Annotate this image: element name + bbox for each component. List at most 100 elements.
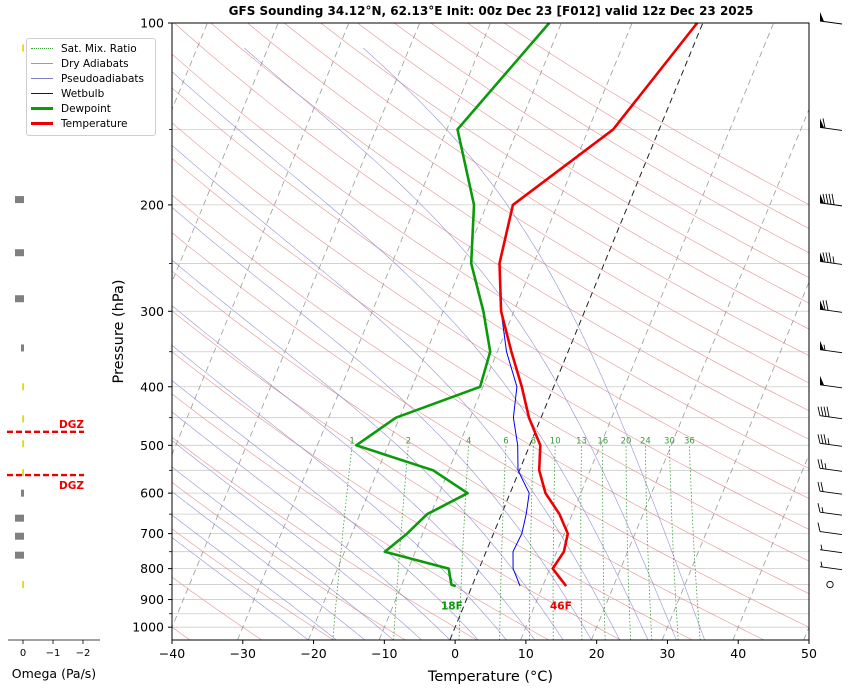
- isotherm-line: [521, 23, 774, 640]
- omega-bar: [22, 45, 24, 52]
- mixing-ratio-label: 30: [664, 436, 675, 446]
- mixing-ratio-label: 16: [597, 436, 608, 446]
- pseudoadiabat: [146, 48, 648, 640]
- isotherm-line: [591, 23, 844, 640]
- omega-bar: [15, 533, 24, 540]
- y-tick-label: 800: [140, 561, 164, 576]
- x-axis-label: Temperature (°C): [427, 669, 553, 685]
- omega-bar: [22, 469, 24, 476]
- omega-tick-label: −2: [76, 648, 91, 659]
- wind-barb-shaft: [820, 127, 842, 130]
- wind-barb: [820, 118, 842, 130]
- isotherm-line: [733, 23, 849, 640]
- dgz-label: DGZ: [59, 419, 84, 431]
- legend-item-dewpoint: Dewpoint: [31, 101, 111, 116]
- x-tick-label: −10: [371, 646, 397, 661]
- dry-adiabat: [504, 23, 849, 640]
- wind-barb: [820, 341, 842, 353]
- dgz-label: DGZ: [59, 480, 84, 492]
- isotherm-line: [662, 23, 849, 640]
- omega-axis-label: Omega (Pa/s): [12, 666, 96, 681]
- y-axis-label: Pressure (hPa): [111, 279, 127, 383]
- surface-annotation: 46F: [550, 601, 572, 613]
- mixing-ratio-label: 8: [531, 436, 536, 446]
- dry-adiabat: [321, 23, 849, 640]
- pseudoadiabat: [68, 48, 620, 640]
- wind-barb-shaft: [820, 350, 842, 353]
- wind-barb-flag: [818, 434, 820, 443]
- x-tick-label: −40: [159, 646, 185, 661]
- x-tick-label: 20: [589, 646, 605, 661]
- omega-bar: [22, 415, 24, 422]
- mixing-ratio-label: 24: [640, 436, 651, 446]
- legend-swatch: [31, 93, 53, 94]
- dry-adiabat: [468, 23, 849, 640]
- mixing-ratio-label: 13: [576, 436, 587, 446]
- y-tick-label: 500: [140, 438, 164, 453]
- wind-barb: [827, 581, 833, 587]
- mixing-ratio-label: 6: [503, 436, 508, 446]
- mixing-ratio-line: [500, 445, 506, 640]
- wind-barb: [820, 252, 842, 264]
- wind-barb: [818, 523, 842, 535]
- y-tick-label: 300: [140, 304, 164, 319]
- omega-bar: [21, 490, 24, 497]
- wind-barb-flag: [818, 503, 820, 512]
- legend-label: Dewpoint: [61, 103, 111, 115]
- wind-barb-shaft: [820, 416, 842, 419]
- legend-label: Temperature: [61, 118, 128, 130]
- legend-label: Wetbulb: [61, 88, 104, 100]
- dry-adiabat: [138, 23, 849, 640]
- legend-label: Pseudoadiabats: [61, 73, 144, 85]
- x-tick-label: 10: [518, 646, 534, 661]
- mixing-ratio-line: [626, 445, 631, 640]
- wind-barb-half-flag: [825, 463, 826, 469]
- wind-barb-flag: [826, 252, 828, 262]
- pseudoadiabat: [0, 284, 308, 640]
- x-tick-label: −30: [230, 646, 256, 661]
- wind-barb: [818, 503, 842, 515]
- wind-barb-shaft: [820, 21, 842, 24]
- wind-barb-flag: [824, 434, 826, 444]
- x-tick-label: −20: [300, 646, 326, 661]
- wind-barb: [820, 545, 842, 553]
- dry-adiabat: [101, 23, 849, 640]
- omega-bar: [15, 552, 24, 559]
- surface-annotation: 18F: [441, 601, 463, 613]
- legend-swatch: [31, 78, 53, 79]
- legend-swatch: [31, 107, 53, 110]
- wind-barb-flag: [832, 194, 834, 205]
- omega-bar: [15, 515, 24, 522]
- legend-swatch: [31, 122, 53, 125]
- y-tick-label: 400: [140, 379, 164, 394]
- wind-barb-shaft: [820, 550, 842, 553]
- pseudoadiabat: [5, 48, 591, 640]
- omega-tick-label: 0: [20, 648, 26, 659]
- wind-barb: [820, 12, 842, 24]
- pseudoadiabat: [0, 191, 450, 640]
- wind-barb-pennant: [820, 341, 824, 350]
- wind-barb-flag: [818, 523, 820, 532]
- wind-barb-shaft: [820, 512, 842, 515]
- wind-barb: [818, 482, 842, 494]
- wind-barb-flag: [829, 194, 831, 204]
- wind-barb-shaft: [820, 491, 842, 494]
- wind-barb-shaft: [820, 468, 842, 471]
- wind-barb: [820, 562, 842, 570]
- wind-barb-shaft: [820, 309, 842, 312]
- mixing-ratio-label: 20: [621, 436, 632, 446]
- omega-bar: [15, 295, 24, 302]
- plot-frame: [172, 23, 809, 640]
- wind-barb-flag: [827, 407, 829, 417]
- legend-item-temperature: Temperature: [31, 116, 128, 131]
- mixing-ratio-label: 10: [550, 436, 561, 446]
- wind-barb-half-flag: [824, 345, 825, 351]
- y-tick-label: 900: [140, 592, 164, 607]
- wind-barb-pennant: [820, 12, 824, 21]
- wind-barb-flag: [818, 407, 820, 416]
- wind-barb-calm: [827, 581, 833, 587]
- legend-label: Dry Adiabats: [61, 58, 129, 70]
- legend-swatch: [31, 63, 53, 64]
- x-tick-label: 0: [451, 646, 459, 661]
